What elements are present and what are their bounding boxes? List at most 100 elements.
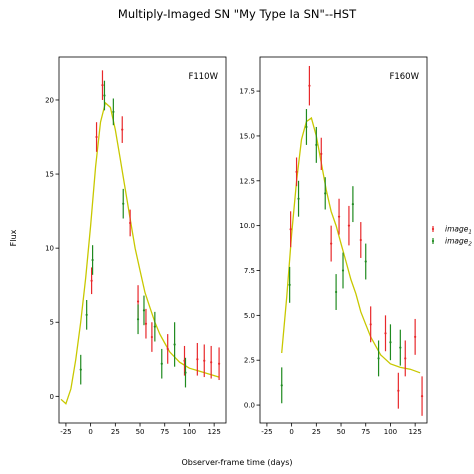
data-point	[280, 367, 283, 404]
data-point	[184, 357, 187, 388]
data-marker	[384, 332, 387, 335]
data-marker	[91, 258, 94, 262]
data-point	[337, 198, 341, 235]
data-point	[320, 137, 323, 171]
data-marker	[217, 362, 221, 365]
y-tick: 2.5	[244, 357, 260, 365]
data-point	[210, 345, 213, 379]
panel-label: F160W	[389, 72, 419, 82]
data-point	[384, 315, 387, 352]
data-marker	[359, 238, 362, 242]
data-marker	[377, 357, 380, 360]
series-image1	[90, 70, 221, 381]
data-marker	[144, 322, 148, 325]
y-tick-label: 7.5	[244, 267, 255, 275]
axes-frame	[58, 56, 227, 424]
data-point	[359, 222, 362, 258]
data-marker	[320, 152, 323, 155]
data-point	[414, 318, 417, 355]
data-marker	[122, 202, 125, 205]
data-point	[90, 267, 93, 295]
data-marker	[196, 358, 199, 361]
y-tick: 10.0	[239, 222, 260, 230]
data-marker	[337, 215, 341, 218]
data-marker	[404, 357, 407, 360]
data-marker	[297, 197, 300, 200]
data-point	[85, 300, 88, 330]
data-point	[112, 98, 115, 126]
legend-marker-dot	[431, 239, 435, 243]
data-point	[305, 109, 308, 145]
data-marker	[153, 325, 156, 328]
y-tick: 5	[50, 319, 59, 327]
data-point	[121, 116, 124, 143]
series-image1	[289, 65, 424, 416]
x-axis-label: Observer-frame time (days)	[181, 458, 292, 467]
data-marker	[324, 192, 327, 195]
data-marker	[90, 279, 93, 282]
data-marker	[334, 290, 338, 294]
x-tick: 100	[384, 423, 397, 436]
axes-frame	[259, 56, 428, 424]
x-tick: 0	[289, 423, 294, 436]
y-tick: 15	[45, 171, 59, 179]
data-marker	[289, 228, 292, 231]
x-tick-label: 25	[312, 428, 321, 436]
x-tick: 125	[408, 423, 422, 436]
data-point	[389, 324, 392, 361]
data-marker	[160, 362, 163, 365]
legend-entry: image1	[431, 225, 472, 236]
data-point	[330, 225, 333, 262]
y-tick: 17.5	[239, 88, 260, 96]
data-point	[334, 274, 338, 310]
panel-f160w: -25 0 25 50 75 100 125 0.0 2.5 5.0 7.5 10.0 12.5 15.0…	[239, 56, 428, 436]
y-tick: 0	[50, 393, 59, 401]
data-point	[129, 209, 132, 237]
data-marker	[308, 84, 311, 87]
data-marker	[341, 269, 345, 272]
y-tick-label: 20	[45, 96, 54, 104]
x-tick: -25	[60, 423, 72, 436]
x-tick-label: -25	[261, 428, 272, 436]
x-tick-label: 0	[88, 428, 92, 436]
data-point	[136, 304, 140, 335]
data-marker	[203, 359, 206, 362]
series-image2	[280, 109, 402, 404]
data-marker	[369, 323, 372, 326]
y-tick: 12.5	[239, 177, 260, 185]
data-marker	[136, 300, 140, 303]
data-point	[79, 354, 82, 385]
x-tick-label: 75	[160, 428, 169, 436]
data-point	[196, 342, 199, 376]
data-marker	[79, 368, 82, 371]
x-tick: 50	[136, 423, 144, 436]
data-marker	[315, 143, 318, 147]
data-point	[364, 243, 367, 280]
data-point	[173, 322, 176, 367]
data-point	[203, 344, 206, 378]
data-marker	[184, 371, 187, 374]
x-tick-label: 75	[361, 428, 370, 436]
x-tick-label: 125	[207, 428, 220, 436]
data-marker	[166, 347, 169, 351]
model-curve	[281, 116, 421, 374]
data-marker	[103, 94, 106, 97]
legend-label: image1	[445, 225, 472, 236]
data-point	[324, 177, 327, 210]
data-point	[122, 188, 125, 219]
y-tick-label: 5	[50, 319, 54, 327]
y-tick: 20	[45, 96, 59, 104]
x-tick: 50	[337, 423, 346, 436]
data-point	[308, 65, 311, 106]
data-marker	[351, 203, 354, 206]
data-point	[377, 340, 380, 377]
model-curve	[60, 101, 220, 405]
x-tick: -25	[261, 423, 273, 436]
x-tick-label: 50	[337, 428, 346, 436]
y-tick: 5.0	[244, 312, 260, 320]
data-marker	[173, 343, 176, 346]
x-tick-label: 0	[289, 428, 293, 436]
data-marker	[295, 170, 298, 173]
y-tick: 15.0	[239, 132, 260, 140]
data-marker	[399, 346, 402, 349]
